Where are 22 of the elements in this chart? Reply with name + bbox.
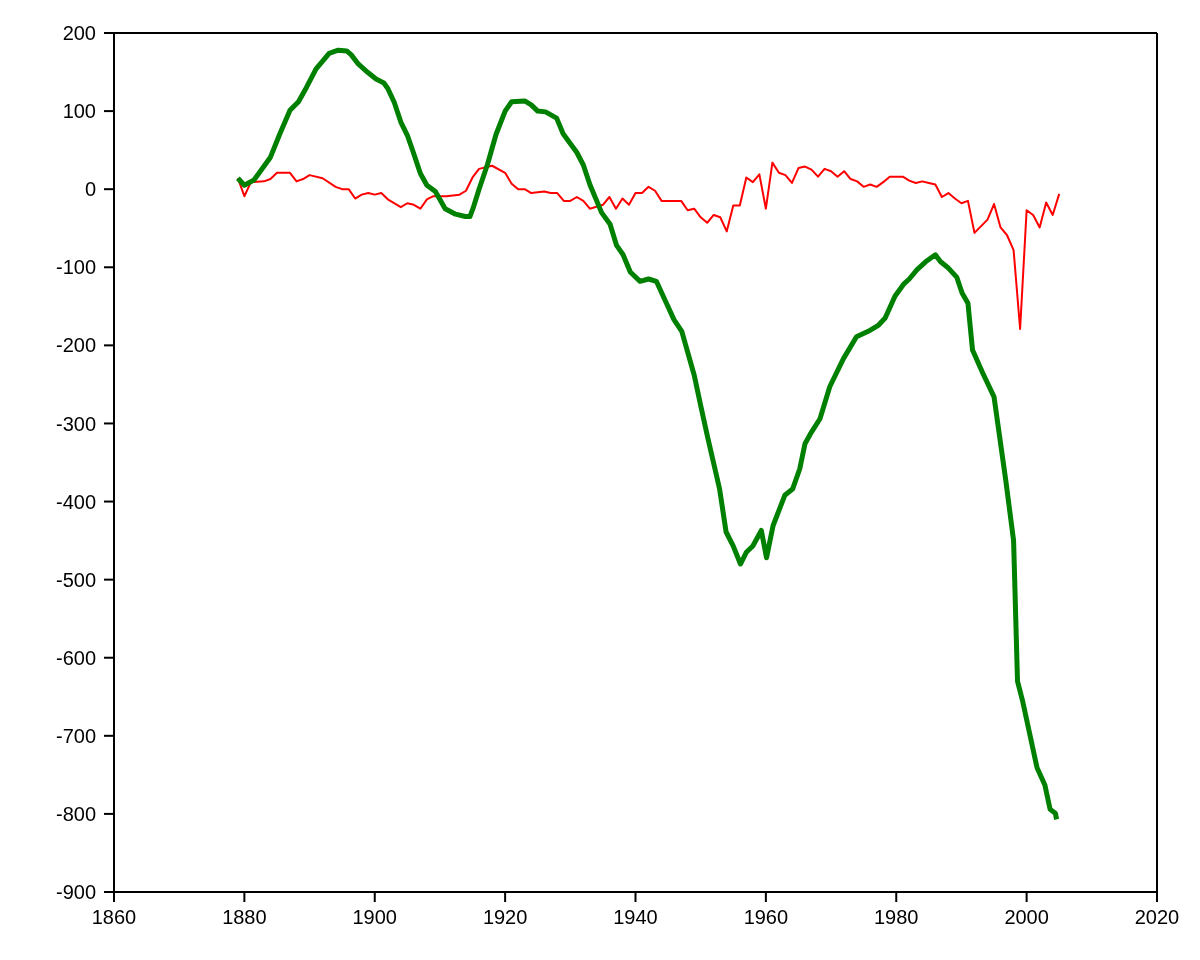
y-tick-label: -100 [55,256,96,279]
y-tick-label: 200 [62,22,96,45]
y-tick-label: -900 [55,881,96,904]
x-tick-label: 1860 [91,906,137,929]
y-tick-label: -800 [55,803,96,826]
x-tick-label: 1940 [613,906,658,929]
y-tick-label: 0 [84,178,96,201]
x-tick-label: 1900 [352,906,397,929]
x-tick-label: 1880 [222,906,267,929]
x-tick-label: 1960 [743,906,789,929]
x-tick-label: 2020 [1134,906,1180,929]
y-tick-label: -600 [55,646,96,669]
y-tick-label: -200 [55,334,96,357]
x-tick-label: 1980 [874,906,919,929]
x-tick-label: 1920 [482,906,528,929]
y-tick-label: -400 [55,490,96,513]
y-tick-label: -700 [55,724,96,747]
x-tick-label: 2000 [1004,906,1049,929]
y-tick-label: 100 [62,100,96,123]
y-tick-label: -300 [55,412,96,435]
y-tick-label: -500 [55,568,96,591]
line-series [236,161,1061,330]
